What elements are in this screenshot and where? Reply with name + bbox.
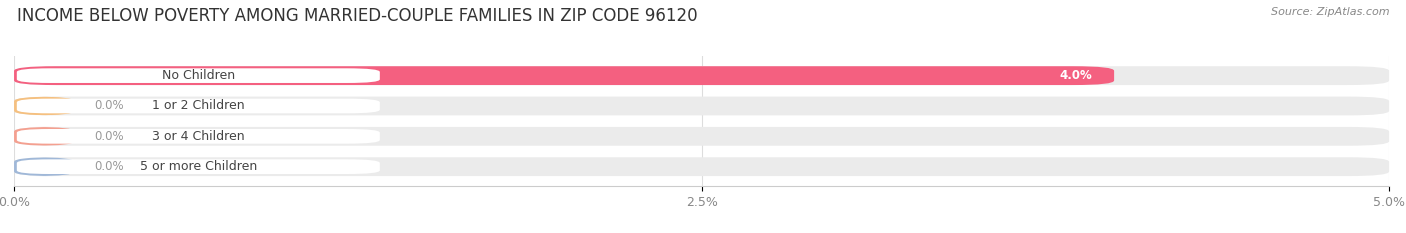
Text: 0.0%: 0.0% <box>94 160 124 173</box>
FancyBboxPatch shape <box>14 127 1389 146</box>
FancyBboxPatch shape <box>14 66 1389 85</box>
Text: 1 or 2 Children: 1 or 2 Children <box>152 99 245 113</box>
FancyBboxPatch shape <box>17 99 380 113</box>
Text: 0.0%: 0.0% <box>94 99 124 113</box>
FancyBboxPatch shape <box>14 157 1389 176</box>
FancyBboxPatch shape <box>14 66 1114 85</box>
Text: 3 or 4 Children: 3 or 4 Children <box>152 130 245 143</box>
FancyBboxPatch shape <box>17 68 380 83</box>
Text: 0.0%: 0.0% <box>94 130 124 143</box>
FancyBboxPatch shape <box>14 157 75 176</box>
FancyBboxPatch shape <box>14 97 1389 115</box>
Text: Source: ZipAtlas.com: Source: ZipAtlas.com <box>1271 7 1389 17</box>
Text: 5 or more Children: 5 or more Children <box>139 160 257 173</box>
FancyBboxPatch shape <box>17 159 380 174</box>
Text: 4.0%: 4.0% <box>1059 69 1092 82</box>
Text: No Children: No Children <box>162 69 235 82</box>
FancyBboxPatch shape <box>14 97 75 115</box>
Text: INCOME BELOW POVERTY AMONG MARRIED-COUPLE FAMILIES IN ZIP CODE 96120: INCOME BELOW POVERTY AMONG MARRIED-COUPL… <box>17 7 697 25</box>
FancyBboxPatch shape <box>14 127 75 146</box>
FancyBboxPatch shape <box>17 129 380 144</box>
